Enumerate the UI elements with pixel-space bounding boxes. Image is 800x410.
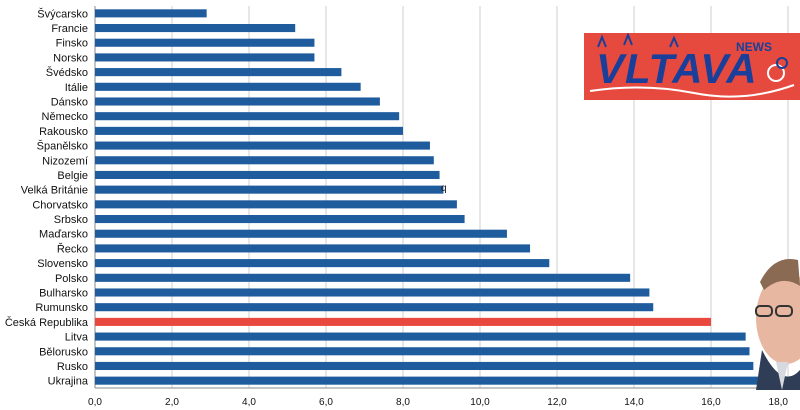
x-tick-label: 4,0 bbox=[242, 397, 256, 408]
bar bbox=[95, 361, 754, 371]
bars bbox=[95, 9, 788, 385]
x-tick-label: 14,0 bbox=[624, 397, 644, 408]
x-tick-label: 8,0 bbox=[396, 397, 410, 408]
category-label: Dánsko bbox=[51, 97, 88, 109]
category-label: Švýcarsko bbox=[37, 7, 88, 20]
category-label: Bulharsko bbox=[39, 288, 88, 300]
category-label: Švédsko bbox=[46, 66, 88, 79]
category-label: Německo bbox=[42, 111, 88, 123]
stray-mark: q bbox=[441, 183, 447, 194]
bar-highlighted bbox=[95, 317, 711, 326]
bar bbox=[95, 185, 444, 194]
category-label: Slovensko bbox=[37, 258, 88, 270]
bar bbox=[95, 38, 315, 47]
x-tick-label: 16,0 bbox=[701, 397, 721, 408]
bar bbox=[95, 259, 550, 268]
category-label: Litva bbox=[65, 332, 89, 344]
category-label: Belgie bbox=[57, 170, 88, 182]
category-label: Norsko bbox=[53, 52, 88, 64]
x-tick-label: 10,0 bbox=[470, 397, 490, 408]
category-label: Česká Republika bbox=[5, 316, 89, 329]
bar bbox=[95, 53, 315, 62]
category-labels: Švýcarsko Francie Finsko Norsko Švédsko Itáli… bbox=[5, 7, 89, 387]
bar bbox=[95, 244, 531, 253]
category-label: Rumunsko bbox=[35, 302, 88, 314]
bar bbox=[95, 229, 507, 238]
logo-suffix: NEWS bbox=[736, 40, 772, 54]
bar bbox=[95, 288, 650, 297]
category-label: Rakousko bbox=[39, 126, 88, 138]
bar bbox=[95, 9, 207, 18]
x-tick-label: 6,0 bbox=[319, 397, 333, 408]
category-label: Francie bbox=[51, 23, 88, 35]
bar bbox=[95, 156, 434, 165]
category-label: Rusko bbox=[57, 361, 88, 373]
bar bbox=[95, 332, 746, 341]
bar bbox=[95, 200, 457, 209]
category-label: Řecko bbox=[57, 242, 88, 255]
x-tick-labels: 0,0 2,0 4,0 6,0 8,0 10,0 12,0 14,0 16,0 18,0 bbox=[88, 397, 788, 408]
category-label: Finsko bbox=[56, 38, 88, 50]
bar bbox=[95, 97, 380, 106]
bar bbox=[95, 141, 430, 150]
bar bbox=[95, 112, 400, 121]
x-tick-label: 18,0 bbox=[769, 397, 789, 408]
logo-graphic bbox=[589, 33, 795, 98]
category-label: Srbsko bbox=[54, 214, 88, 226]
category-label: Nizozemí bbox=[42, 155, 88, 167]
bar bbox=[95, 376, 788, 385]
category-label: Ukrajina bbox=[48, 376, 89, 388]
bar bbox=[95, 126, 403, 135]
bar bbox=[95, 23, 296, 33]
category-label: Bělorusko bbox=[39, 346, 88, 358]
bar bbox=[95, 170, 440, 180]
x-tick-label: 0,0 bbox=[88, 397, 102, 408]
bar bbox=[95, 303, 654, 312]
category-label: Itálie bbox=[65, 82, 88, 94]
logo-name: VLTAVA bbox=[596, 45, 758, 92]
category-label: Chorvatsko bbox=[32, 199, 88, 211]
x-tick-label: 2,0 bbox=[165, 397, 179, 408]
x-tick-label: 12,0 bbox=[547, 397, 567, 408]
bar bbox=[95, 273, 631, 282]
bar bbox=[95, 82, 361, 91]
vltava-logo: VLTAVA NEWS bbox=[584, 33, 800, 100]
category-label: Velká Británie bbox=[21, 185, 88, 197]
bar bbox=[95, 214, 465, 224]
category-label: Španělsko bbox=[37, 140, 88, 153]
category-label: Maďarsko bbox=[39, 229, 88, 241]
bar bbox=[95, 68, 342, 77]
bar bbox=[95, 347, 750, 356]
category-label: Polsko bbox=[55, 273, 88, 285]
person-photo bbox=[755, 258, 800, 390]
